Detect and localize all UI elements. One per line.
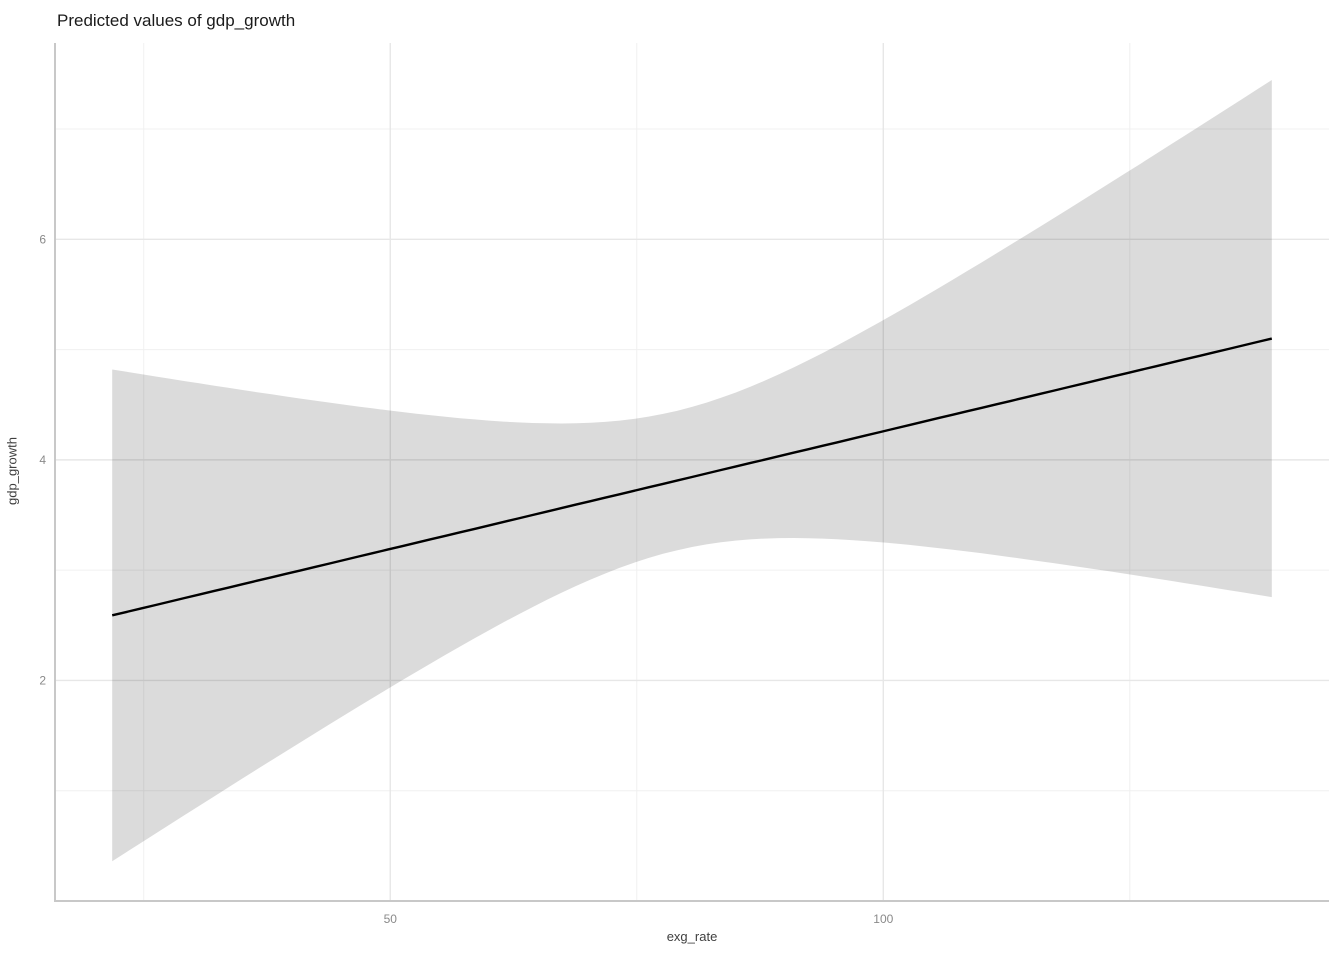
regression-line: [111, 337, 1273, 617]
confidence-ribbon: [112, 80, 1272, 862]
x-axis-title: exg_rate: [666, 929, 718, 944]
y-tick-label: 4: [39, 453, 46, 467]
axis-lines: [54, 43, 1329, 902]
y-tick-label: 6: [39, 232, 46, 246]
y-tick-label: 2: [39, 673, 46, 687]
x-tick-label: 50: [384, 912, 398, 926]
chart-title: Predicted values of gdp_growth: [57, 11, 296, 30]
y-axis-title: gdp_growth: [4, 437, 20, 505]
x-tick-label: 100: [873, 912, 893, 926]
